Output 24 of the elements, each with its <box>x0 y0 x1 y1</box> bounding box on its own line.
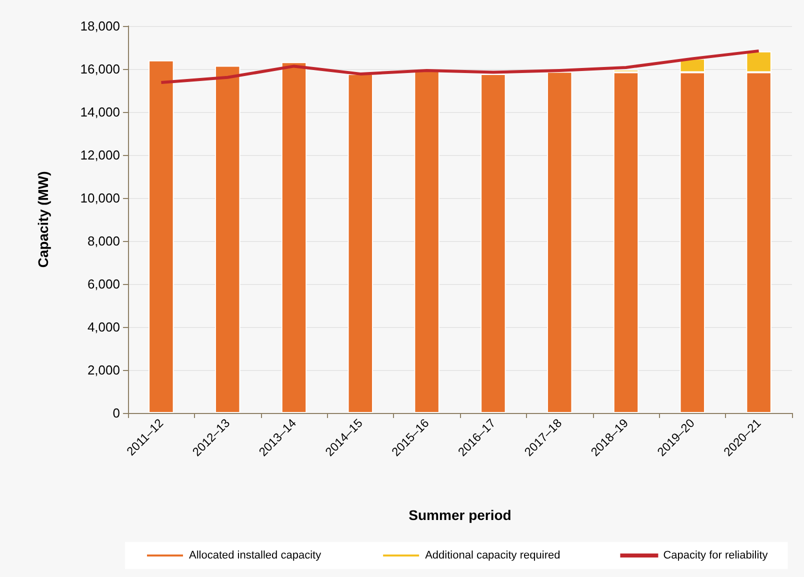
y-tick-label: 10,000 <box>80 190 120 206</box>
y-tick-label: 16,000 <box>80 62 120 76</box>
line-series <box>160 49 760 84</box>
bar <box>480 74 506 413</box>
y-tick-label: 18,000 <box>80 18 120 34</box>
y-tick-label: 12,000 <box>80 148 120 162</box>
y-tick-label: 6,000 <box>87 276 120 292</box>
bar <box>613 72 639 413</box>
bar <box>546 72 572 413</box>
legend-label: Capacity for reliability <box>663 550 768 562</box>
bar <box>414 70 440 413</box>
bar <box>148 60 174 413</box>
y-tick-label: 0 <box>112 406 120 420</box>
bar <box>214 66 240 413</box>
y-axis-title: Capacity (MW) <box>35 171 51 268</box>
y-tick-label: 14,000 <box>80 104 120 120</box>
y-tick-label: 4,000 <box>87 320 120 334</box>
legend-label: Additional capacity required <box>425 550 560 562</box>
bar <box>348 74 374 413</box>
bar <box>281 62 307 413</box>
y-tick-label: 8,000 <box>87 234 120 248</box>
y-tick-label: 2,000 <box>87 362 120 378</box>
legend-label: Allocated installed capacity <box>189 550 322 562</box>
x-axis-title: Summer period <box>408 507 512 523</box>
